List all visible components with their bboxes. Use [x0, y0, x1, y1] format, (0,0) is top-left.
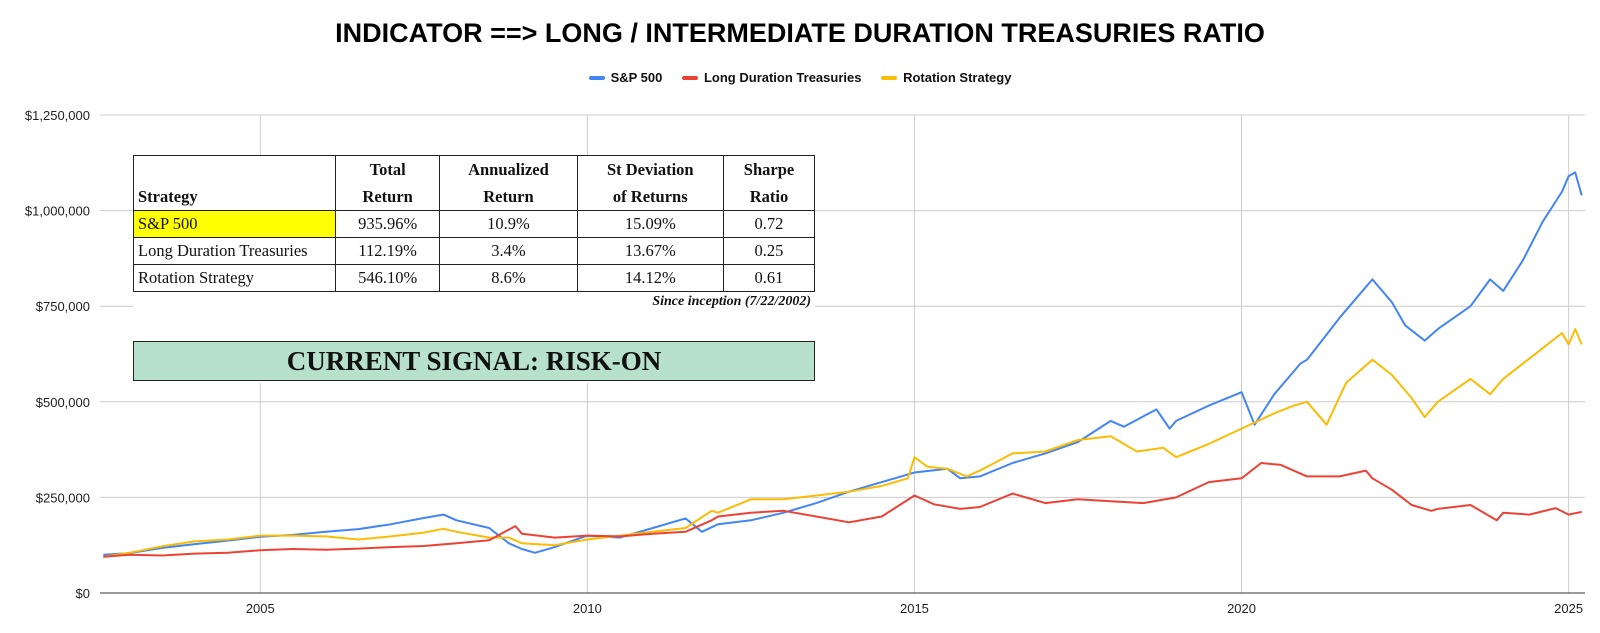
- y-tick-label: $500,000: [36, 395, 90, 410]
- header-total-return: Total Return: [334, 155, 441, 211]
- table-cell: 0.61: [722, 264, 816, 292]
- table-cell-strategy: Long Duration Treasuries: [133, 237, 336, 265]
- y-tick-label: $1,000,000: [25, 204, 90, 219]
- header-annualized-return: Annualized Return: [439, 155, 578, 211]
- legend-swatch-long-duration: [681, 75, 698, 80]
- table-cell: 546.10%: [334, 264, 441, 292]
- legend-item-rotation[interactable]: Rotation Strategy: [881, 70, 1011, 85]
- table-row: Rotation Strategy 546.10% 8.6% 14.12% 0.…: [133, 264, 816, 292]
- table-row: S&P 500 935.96% 10.9% 15.09% 0.72: [133, 210, 816, 238]
- series-line-rotation-strategy: [103, 328, 1583, 558]
- x-tick-label: 2005: [246, 601, 275, 616]
- table-cell-strategy: S&P 500: [133, 210, 336, 238]
- legend-item-sp500[interactable]: S&P 500: [588, 70, 663, 85]
- table-cell: 15.09%: [576, 210, 724, 238]
- y-axis-labels: $0 $250,000 $500,000 $750,000 $1,000,000 $1,2…: [25, 108, 90, 601]
- header-st-deviation: St Deviation of Returns: [576, 155, 724, 211]
- table-cell: 8.6%: [439, 264, 578, 292]
- legend-label-rotation: Rotation Strategy: [903, 70, 1012, 85]
- stats-table: Strategy Total Return Annualized Return St…: [133, 155, 816, 292]
- stats-header-row: Strategy Total Return Annualized Return St…: [133, 155, 816, 211]
- table-cell: 10.9%: [439, 210, 578, 238]
- x-tick-label: 2015: [900, 601, 929, 616]
- table-cell: 0.72: [722, 210, 816, 238]
- table-cell: 3.4%: [439, 237, 578, 265]
- series-line-long-duration-treasuries: [103, 462, 1582, 558]
- table-row: Long Duration Treasuries 112.19% 3.4% 13…: [133, 237, 816, 265]
- current-signal-box: CURRENT SIGNAL: RISK-ON: [133, 341, 815, 381]
- table-cell: 14.12%: [576, 264, 724, 292]
- header-sharpe-ratio: Sharpe Ratio: [722, 155, 816, 211]
- table-cell: 112.19%: [334, 237, 441, 265]
- table-cell-strategy: Rotation Strategy: [133, 264, 336, 292]
- y-tick-label: $250,000: [36, 490, 90, 505]
- x-axis-labels: 2005 2010 2015 2020 2025: [246, 601, 1583, 616]
- legend-swatch-sp500: [588, 75, 605, 80]
- table-cell: 935.96%: [334, 210, 441, 238]
- legend-item-long-duration[interactable]: Long Duration Treasuries: [681, 70, 862, 85]
- x-tick-label: 2020: [1227, 601, 1256, 616]
- x-tick-label: 2025: [1554, 601, 1583, 616]
- legend-swatch-rotation: [881, 75, 898, 80]
- y-tick-label: $0: [76, 586, 90, 601]
- legend: S&P 500 Long Duration Treasuries Rotatio…: [0, 70, 1600, 85]
- legend-label-sp500: S&P 500: [610, 70, 663, 85]
- series-lines: [103, 171, 1583, 558]
- y-tick-label: $1,250,000: [25, 108, 90, 123]
- chart-title: INDICATOR ==> LONG / INTERMEDIATE DURATI…: [335, 18, 1265, 48]
- since-inception-note: Since inception (7/22/2002): [652, 294, 811, 309]
- y-tick-label: $750,000: [36, 299, 90, 314]
- table-cell: 13.67%: [576, 237, 724, 265]
- stats-panel: Strategy Total Return Annualized Return St…: [133, 155, 816, 383]
- series-line-s-p-500: [103, 171, 1583, 556]
- header-strategy: Strategy: [133, 155, 336, 211]
- table-cell: 0.25: [722, 237, 816, 265]
- legend-label-long-duration: Long Duration Treasuries: [703, 70, 862, 85]
- x-tick-label: 2010: [573, 601, 602, 616]
